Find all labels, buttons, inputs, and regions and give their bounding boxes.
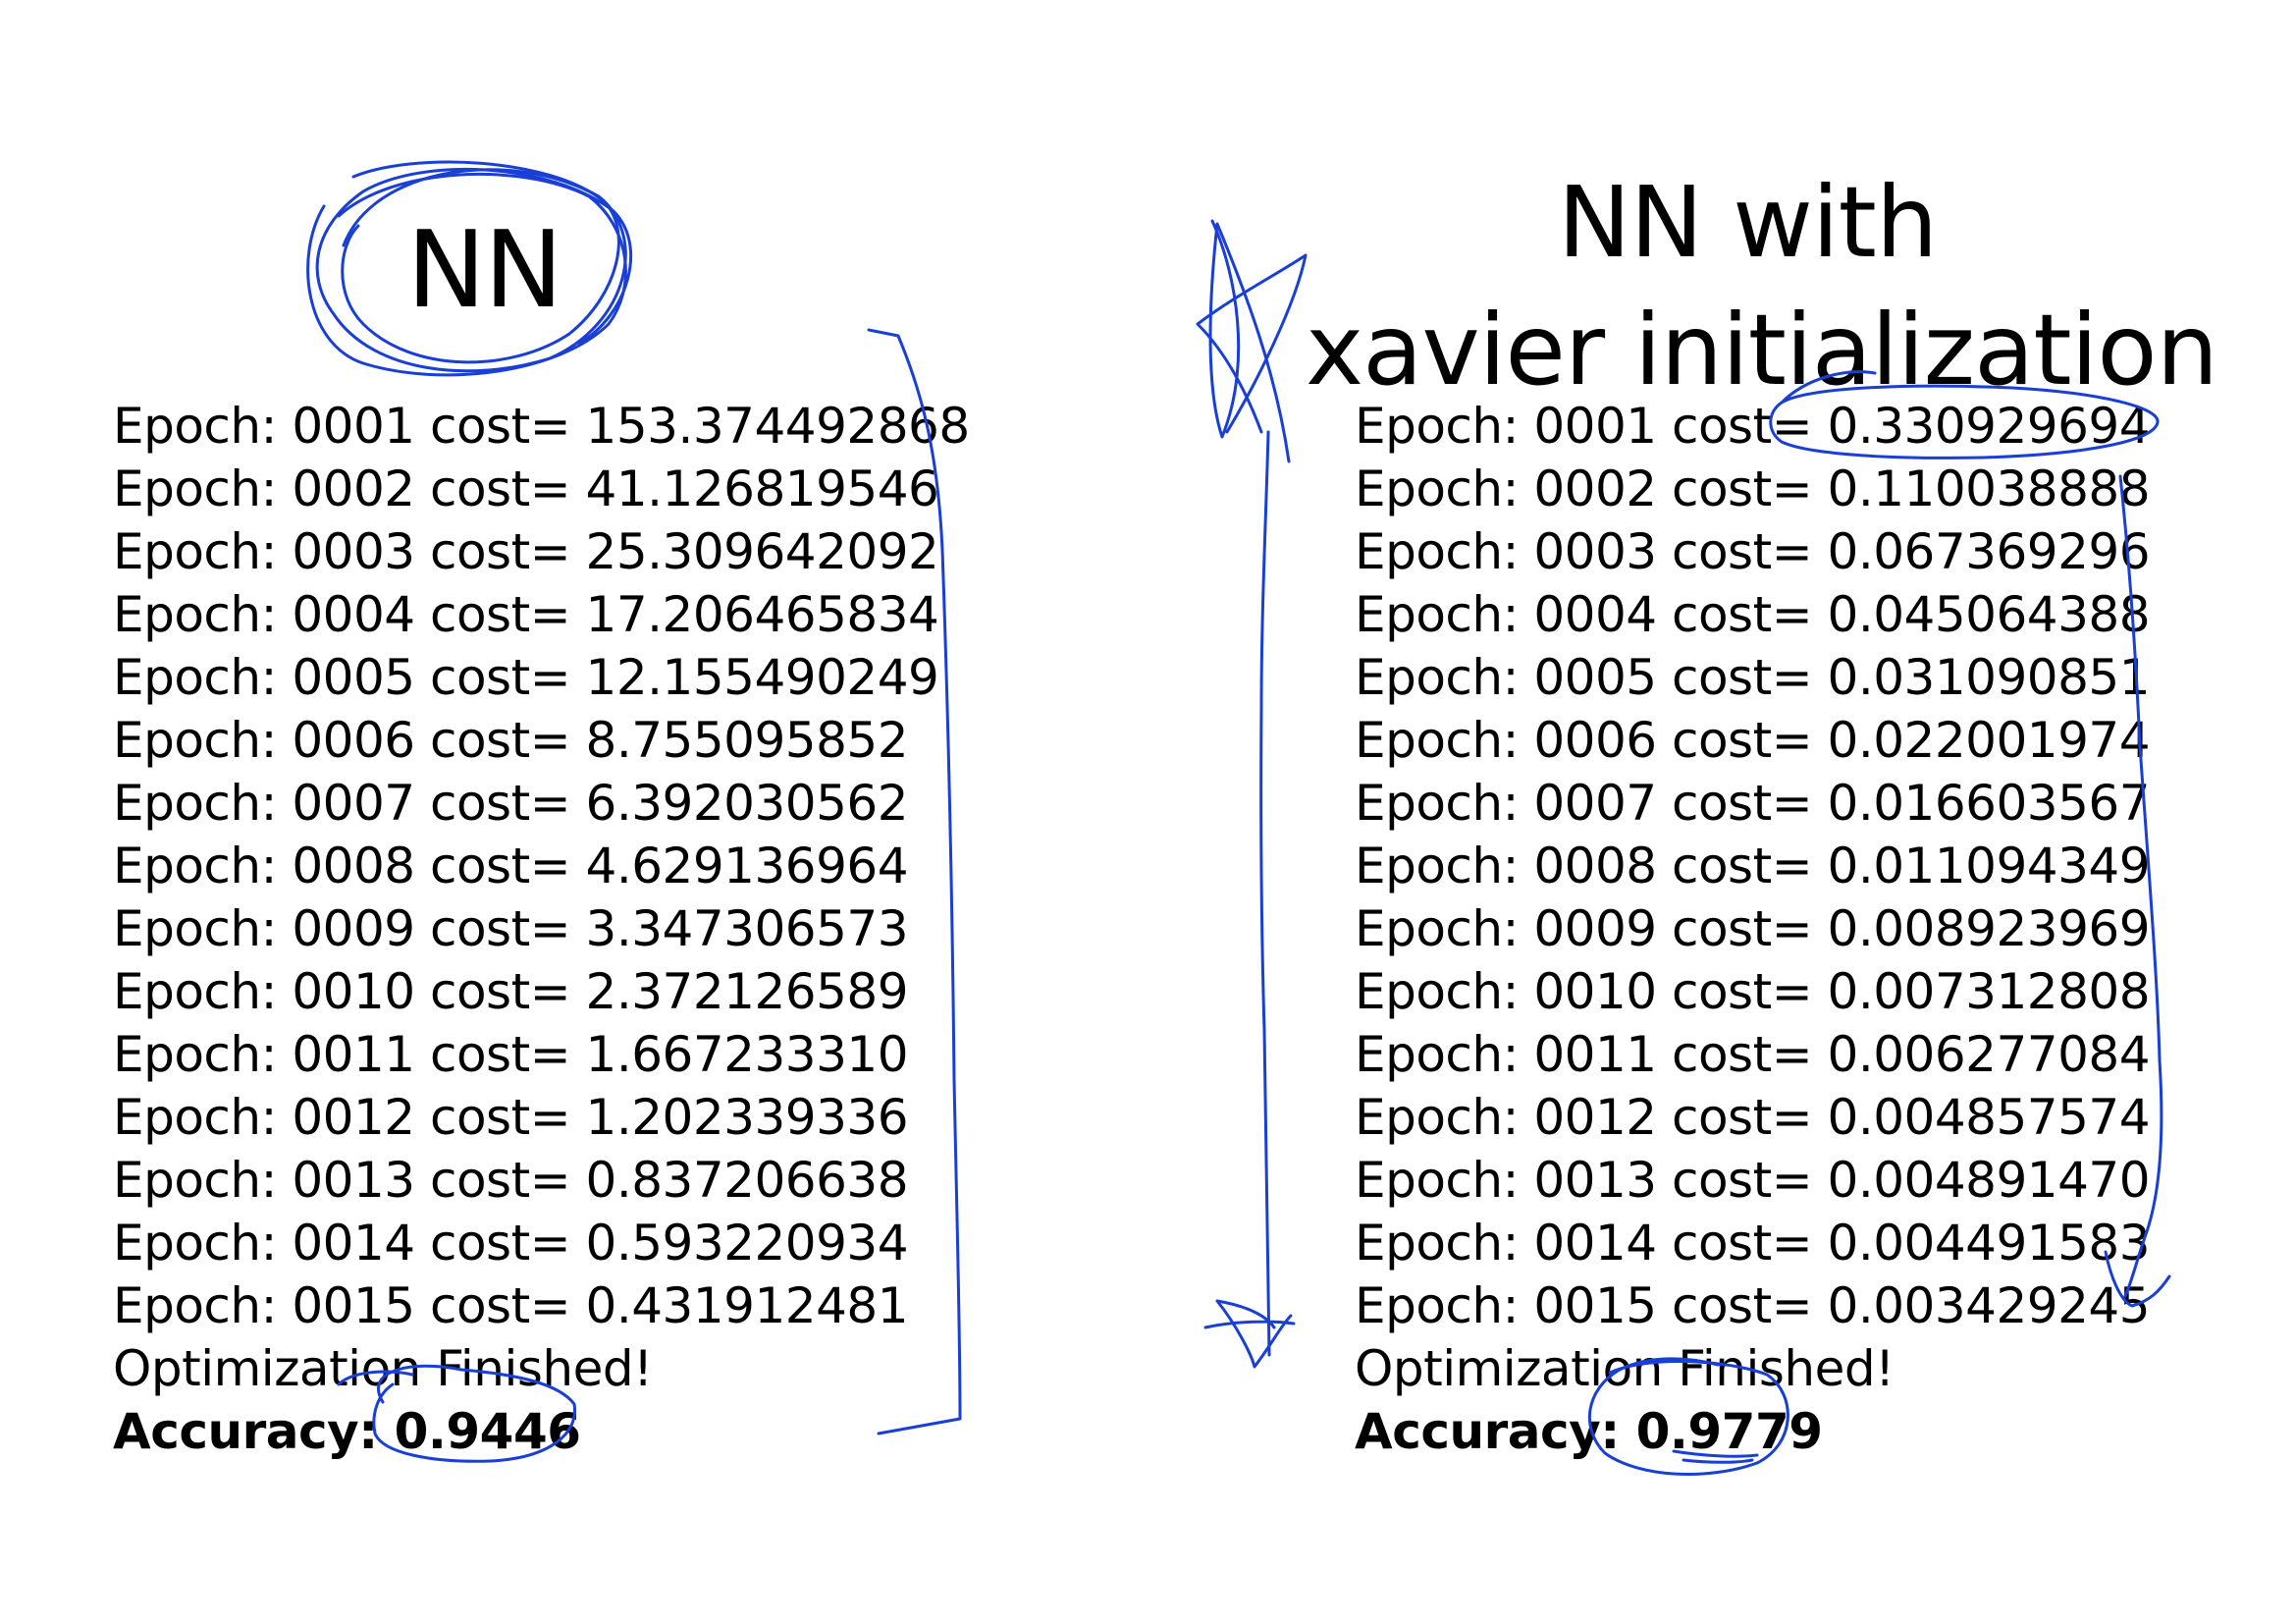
left-panel-title: NN	[406, 209, 563, 332]
log-line: Epoch: 0008 cost= 4.629136964	[113, 838, 909, 894]
log-line: Epoch: 0005 cost= 12.155490249	[113, 649, 939, 706]
log-line: Epoch: 0013 cost= 0.004891470	[1355, 1152, 2151, 1209]
log-line: Epoch: 0015 cost= 0.003429245	[1355, 1277, 2151, 1334]
optimization-finished-line: Optimization Finished!	[1355, 1340, 1895, 1397]
long-arrow-line	[1259, 430, 1271, 1357]
log-line: Epoch: 0010 cost= 0.007312808	[1355, 963, 2151, 1020]
log-line: Epoch: 0003 cost= 25.309642092	[113, 523, 939, 580]
log-line: Epoch: 0003 cost= 0.067369296	[1355, 523, 2151, 580]
log-line: Epoch: 0012 cost= 0.004857574	[1355, 1089, 2151, 1146]
log-line: Epoch: 0007 cost= 0.016603567	[1355, 775, 2151, 832]
log-line: Epoch: 0005 cost= 0.031090851	[1355, 649, 2151, 706]
log-line: Epoch: 0004 cost= 17.206465834	[113, 586, 939, 643]
left-accuracy: Accuracy: 0.9446	[113, 1403, 581, 1460]
log-line: Epoch: 0006 cost= 0.022001974	[1355, 712, 2151, 769]
log-line: Epoch: 0007 cost= 6.392030562	[113, 775, 909, 832]
right-title-line-1: NN with	[1557, 165, 1939, 280]
log-line: Epoch: 0002 cost= 41.126819546	[113, 460, 939, 517]
right-training-log: Epoch: 0001 cost= 0.330929694 Epoch: 000…	[1355, 395, 2151, 1463]
right-accuracy: Accuracy: 0.9779	[1355, 1403, 1823, 1460]
arrow-head-mark	[1203, 1299, 1296, 1369]
star-mark	[1196, 219, 1308, 463]
log-line: Epoch: 0014 cost= 0.004491583	[1355, 1215, 2151, 1272]
log-line: Epoch: 0013 cost= 0.837206638	[113, 1152, 909, 1209]
log-line: Epoch: 0014 cost= 0.593220934	[113, 1215, 909, 1272]
optimization-finished-line: Optimization Finished!	[113, 1340, 653, 1397]
log-line: Epoch: 0008 cost= 0.011094349	[1355, 838, 2151, 894]
log-line: Epoch: 0009 cost= 3.347306573	[113, 900, 909, 957]
right-panel-title: NN with xavier initialization	[1306, 159, 2218, 414]
log-line: Epoch: 0001 cost= 153.374492868	[113, 398, 970, 455]
log-line: Epoch: 0009 cost= 0.008923969	[1355, 900, 2151, 957]
log-line: Epoch: 0006 cost= 8.755095852	[113, 712, 909, 769]
log-line: Epoch: 0012 cost= 1.202339336	[113, 1089, 909, 1146]
log-line: Epoch: 0011 cost= 0.006277084	[1355, 1026, 2151, 1083]
log-line: Epoch: 0001 cost= 0.330929694	[1355, 398, 2151, 455]
left-training-log: Epoch: 0001 cost= 153.374492868 Epoch: 0…	[113, 395, 970, 1463]
log-line: Epoch: 0004 cost= 0.045064388	[1355, 586, 2151, 643]
log-line: Epoch: 0002 cost= 0.110038888	[1355, 460, 2151, 517]
log-line: Epoch: 0015 cost= 0.431912481	[113, 1277, 909, 1334]
log-line: Epoch: 0011 cost= 1.667233310	[113, 1026, 909, 1083]
log-line: Epoch: 0010 cost= 2.372126589	[113, 963, 909, 1020]
